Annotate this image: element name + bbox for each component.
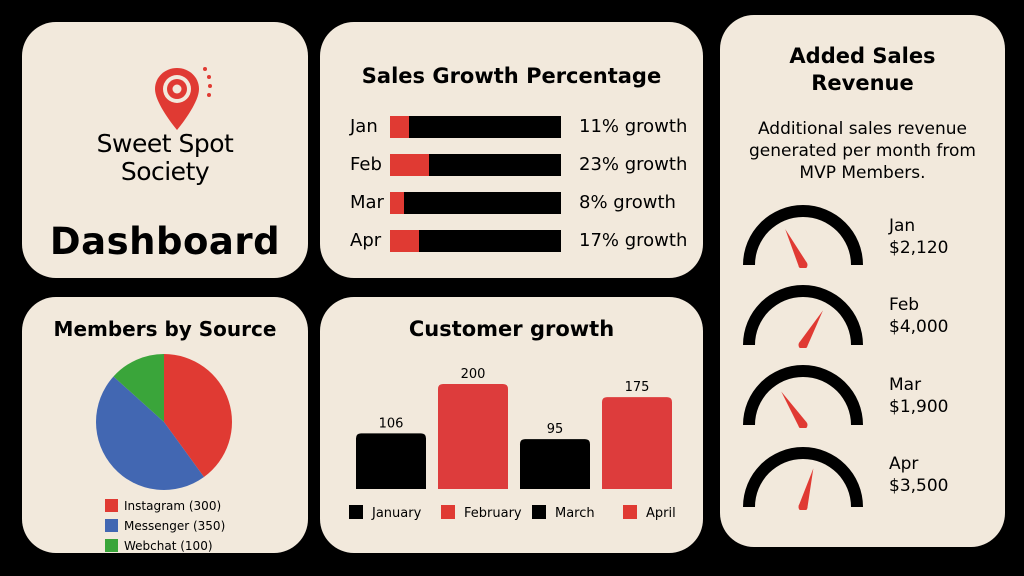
growth-bar-fill (390, 192, 404, 214)
legend-item-march: March (532, 505, 595, 522)
gauge-apr (743, 447, 863, 510)
gauge-month: Feb (889, 295, 920, 315)
growth-bar-track (390, 116, 561, 138)
gauge-amount: $1,900 (889, 397, 949, 417)
bar-value-label: 95 (547, 422, 564, 437)
members-by-source-card: Members by Source Instagram (300) Messen… (22, 297, 308, 553)
growth-bar-fill (390, 230, 420, 252)
gauge-feb (743, 285, 863, 348)
growth-bar-track (390, 192, 561, 214)
gauge-label-mar: Mar $1,900 (889, 374, 948, 418)
growth-row: Mar 8% growth (320, 191, 703, 215)
gauge-needle (798, 468, 814, 509)
growth-month-label: Jan (350, 116, 378, 137)
growth-value-label: 8% growth (579, 192, 676, 213)
bar-march (520, 439, 590, 489)
legend-swatch (441, 505, 455, 519)
legend-label: Messenger (350) (124, 519, 226, 533)
revenue-title-line-1: Added Sales (789, 44, 936, 68)
legend-label: January (372, 506, 422, 521)
brand-name: Sweet Spot Society (22, 130, 308, 186)
legend-swatch (105, 499, 118, 512)
bar-value-label: 106 (379, 416, 404, 431)
bar-value-label: 175 (625, 380, 650, 395)
gauge-amount: $4,000 (889, 317, 949, 337)
gauge-jan (743, 205, 863, 268)
sales-growth-card: Sales Growth Percentage Jan 11% growth F… (320, 22, 703, 278)
legend-label: March (555, 506, 595, 521)
gauge-arc (743, 285, 863, 345)
legend-item-instagram: Instagram (300) (105, 499, 221, 513)
gauge-month: Mar (889, 375, 922, 395)
gauge-month: Apr (889, 454, 919, 474)
gauge-label-apr: Apr $3,500 (889, 453, 948, 497)
pie-slice-messenger (96, 376, 204, 490)
gauge-needle-hub (798, 502, 808, 510)
gauge-needle-hub (798, 420, 808, 428)
legend-item-webchat: Webchat (100) (105, 539, 213, 553)
customer-growth-bar-chart: 106 200 95 175 (356, 367, 672, 489)
growth-row: Jan 11% growth (320, 115, 703, 139)
gauge-arc (743, 447, 863, 507)
members-pie-chart (96, 354, 232, 490)
revenue-title: Added Sales Revenue (720, 43, 1005, 97)
growth-row: Apr 17% growth (320, 229, 703, 253)
legend-label: April (646, 506, 676, 521)
bar-february (438, 384, 508, 489)
growth-value-label: 11% growth (579, 116, 688, 137)
growth-value-label: 17% growth (579, 230, 688, 251)
gauge-label-jan: Jan $2,120 (889, 215, 948, 259)
growth-row: Feb 23% growth (320, 153, 703, 177)
gauge-needle-hub (798, 340, 808, 348)
brand-line-2: Society (120, 157, 210, 186)
gauge-month: Jan (889, 216, 916, 236)
gauge-needle (785, 229, 808, 268)
gauge-amount: $2,120 (889, 238, 949, 258)
added-sales-revenue-card: Added Sales Revenue Additional sales rev… (720, 15, 1005, 547)
legend-swatch (623, 505, 637, 519)
legend-label: February (464, 506, 522, 521)
gauge-label-feb: Feb $4,000 (889, 294, 948, 338)
page-title: Dashboard (49, 220, 281, 263)
legend-item-january: January (349, 505, 421, 522)
growth-month-label: Apr (350, 230, 382, 251)
legend-item-february: February (441, 505, 522, 522)
revenue-title-line-2: Revenue (811, 71, 914, 95)
gauge-amount: $3,500 (889, 476, 949, 496)
legend-swatch (349, 505, 363, 519)
growth-bar-fill (390, 154, 430, 176)
customer-growth-title: Customer growth (408, 317, 615, 341)
legend-item-messenger: Messenger (350) (105, 519, 225, 533)
legend-swatch (105, 539, 118, 552)
pie-slice-webchat (113, 354, 164, 422)
legend-label: Webchat (100) (124, 539, 213, 553)
bar-april (602, 397, 672, 489)
growth-bar-track (390, 154, 561, 176)
customer-growth-card: Customer growth 106 200 95 175 January Febr… (320, 297, 703, 553)
legend-label: Instagram (300) (124, 499, 222, 513)
gauge-mar (743, 365, 863, 428)
legend-swatch (532, 505, 546, 519)
logo-card: Sweet Spot Society Dashboard (22, 22, 308, 278)
gauge-arc (743, 365, 863, 425)
growth-month-label: Feb (350, 154, 382, 175)
gauge-needle-hub (798, 260, 808, 268)
revenue-description: Additional sales revenue generated per m… (749, 119, 976, 183)
sales-growth-title: Sales Growth Percentage (361, 64, 662, 88)
growth-month-label: Mar (350, 192, 384, 213)
gauge-needle (781, 391, 807, 428)
brand-line-1: Sweet Spot (96, 129, 234, 158)
location-pin-icon (155, 67, 212, 130)
growth-value-label: 23% growth (579, 154, 688, 175)
members-title: Members by Source (53, 317, 277, 341)
gauge-arc (743, 205, 863, 265)
gauge-needle (799, 310, 823, 348)
bar-january (356, 433, 426, 489)
legend-swatch (105, 519, 118, 532)
growth-bar-track (390, 230, 561, 252)
growth-bar-fill (390, 116, 409, 138)
bar-value-label: 200 (461, 367, 486, 382)
legend-item-april: April (623, 505, 676, 522)
pie-slice-instagram (164, 354, 232, 478)
